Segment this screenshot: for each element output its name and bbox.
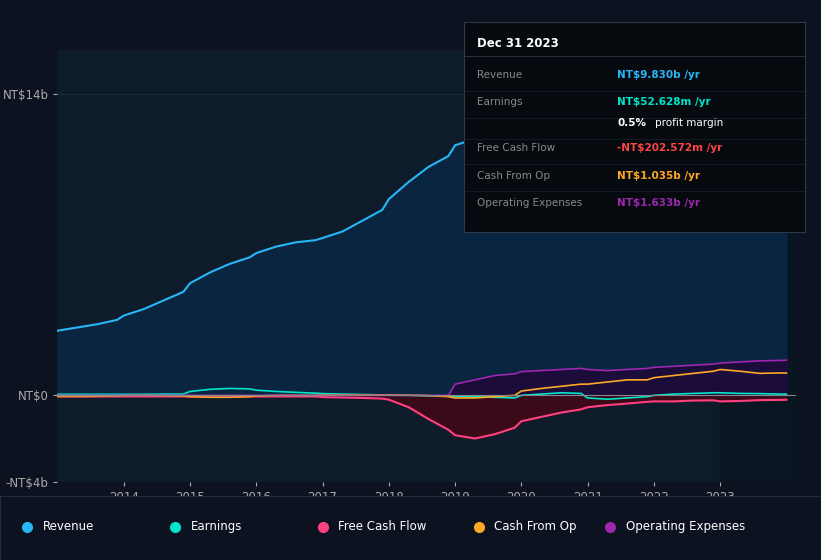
Text: Free Cash Flow: Free Cash Flow <box>338 520 427 533</box>
Text: Operating Expenses: Operating Expenses <box>478 198 583 208</box>
Text: Cash From Op: Cash From Op <box>478 171 551 181</box>
Text: profit margin: profit margin <box>654 118 723 128</box>
Text: Earnings: Earnings <box>478 97 523 107</box>
Text: Dec 31 2023: Dec 31 2023 <box>478 37 559 50</box>
Text: NT$9.830b /yr: NT$9.830b /yr <box>617 70 700 80</box>
Text: NT$1.035b /yr: NT$1.035b /yr <box>617 171 700 181</box>
Text: Cash From Op: Cash From Op <box>494 520 576 533</box>
Bar <box>720 50 800 482</box>
Text: NT$1.633b /yr: NT$1.633b /yr <box>617 198 700 208</box>
Text: Operating Expenses: Operating Expenses <box>626 520 745 533</box>
Text: 0.5%: 0.5% <box>617 118 646 128</box>
Text: Free Cash Flow: Free Cash Flow <box>478 143 556 153</box>
Text: Revenue: Revenue <box>43 520 94 533</box>
Text: Earnings: Earnings <box>190 520 242 533</box>
Text: -NT$202.572m /yr: -NT$202.572m /yr <box>617 143 722 153</box>
Text: Revenue: Revenue <box>478 70 523 80</box>
Text: NT$52.628m /yr: NT$52.628m /yr <box>617 97 711 107</box>
